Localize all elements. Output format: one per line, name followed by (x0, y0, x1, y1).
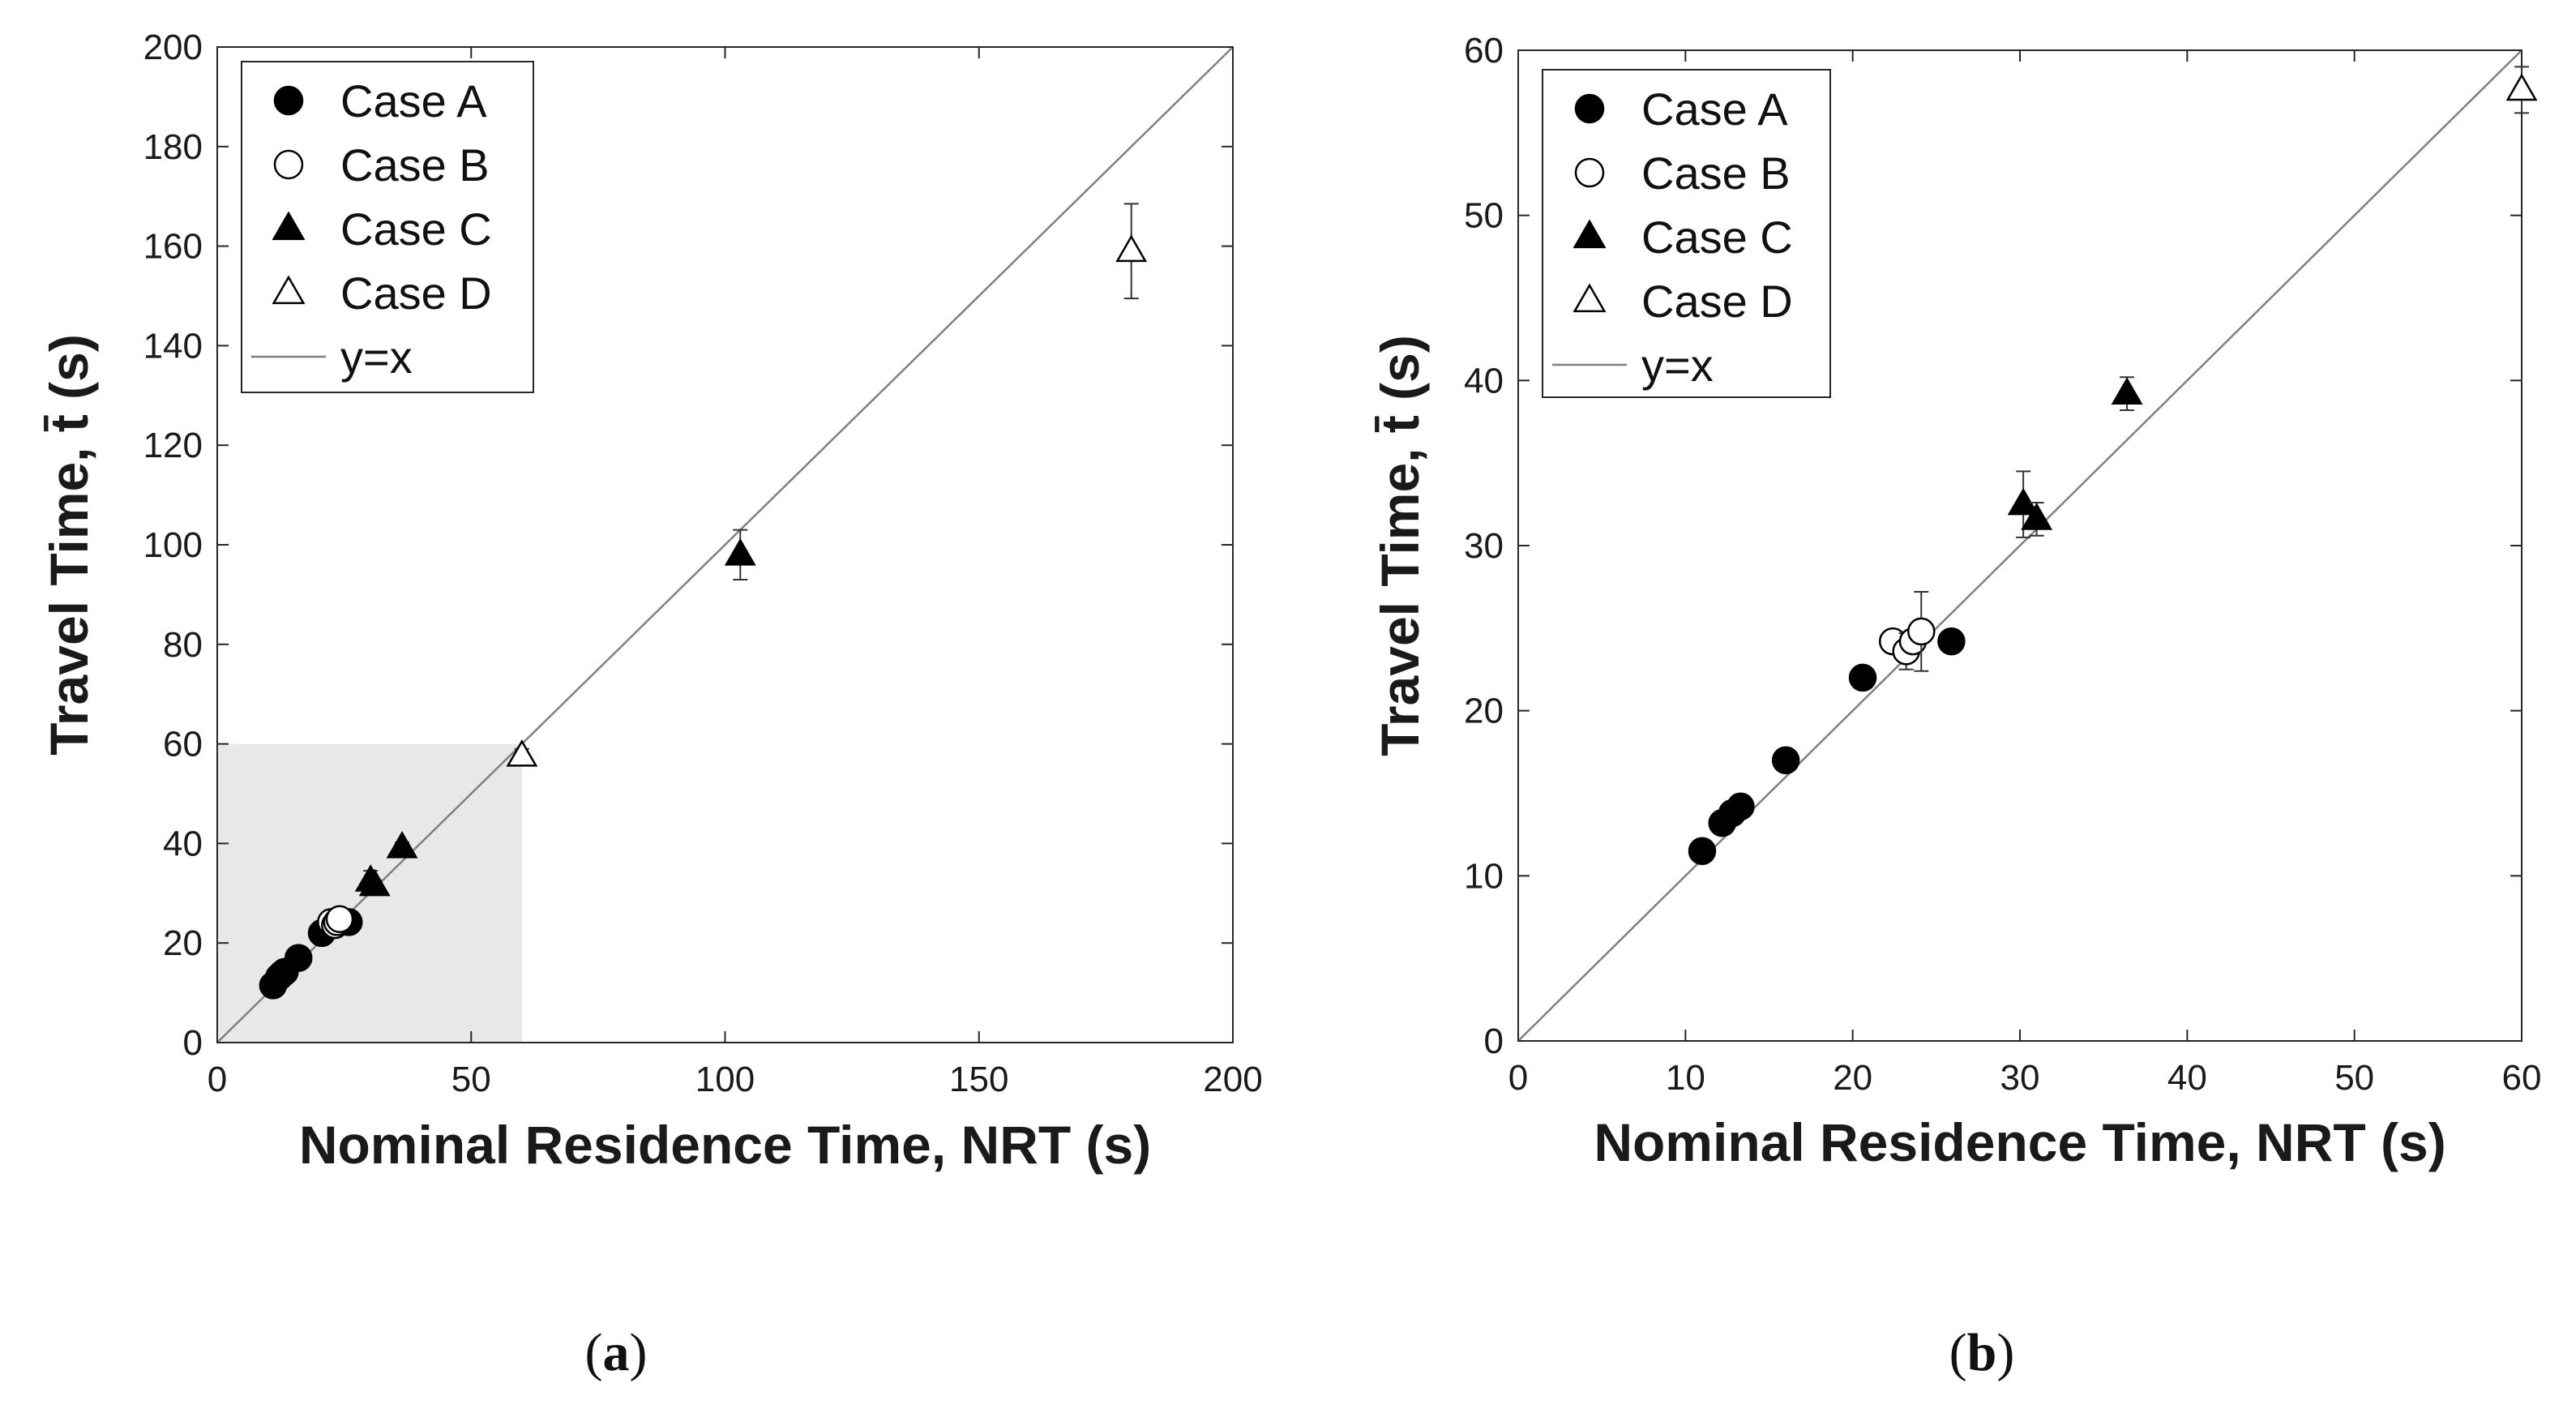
panel-a-series-case-a (259, 908, 363, 1000)
panel-b-data-point (1937, 627, 1966, 656)
panel-a-y-tick-label: 140 (143, 326, 203, 366)
panel-a-y-tick-label: 160 (143, 227, 203, 267)
panel-b-legend-marker (1574, 93, 1605, 124)
panel-a-legend-box (241, 61, 534, 393)
panel-b-data-point (1907, 617, 1936, 646)
panel-b-data-point (1688, 837, 1717, 866)
panel-a-series-case-c (354, 529, 756, 897)
panel-b-x-tick-label: 20 (1833, 1058, 1872, 1098)
panel-a-y-tick-label: 0 (183, 1023, 203, 1063)
panel-b-legend-label: y=x (1641, 340, 1714, 391)
panel-b-x-axis-label: Nominal Residence Time, NRT (s) (1594, 1112, 2445, 1172)
panel-b-series-case-c (2007, 376, 2143, 538)
panel-b-data-point (1771, 746, 1800, 775)
panel-a-reference-line (216, 46, 1234, 1043)
panel-b-x-tick-label: 0 (1508, 1058, 1528, 1098)
panel-b-data-point (2505, 73, 2538, 101)
panel-b-y-tick-label: 20 (1464, 692, 1504, 731)
panel-b-y-tick-label: 10 (1464, 856, 1504, 896)
panel-a-x-axis-label: Nominal Residence Time, NRT (s) (299, 1115, 1151, 1175)
panel-b-data-point (2111, 377, 2143, 405)
panel-b-x-tick-label: 50 (2334, 1058, 2374, 1098)
chart-panel-b: 0 10 20 30 40 50 60 0 10 20 30 40 50 60 Nominal Reside… (1370, 31, 2541, 1172)
panel-a-caption: (a) (585, 1323, 648, 1382)
panel-a-y-tick-label: 180 (143, 127, 203, 167)
panel-a-x-tick-label: 200 (1203, 1060, 1262, 1099)
panel-a-y-axis-label: Travel Time, t̄ (s) (39, 334, 99, 756)
panel-b-legend-marker (1573, 219, 1607, 249)
panel-b-y-tick-label: 50 (1464, 196, 1504, 236)
panel-a-legend-marker (273, 149, 304, 180)
panel-b-y-tick-label: 60 (1464, 31, 1504, 71)
panel-b-x-tick-label: 60 (2502, 1058, 2542, 1098)
panel-b-y-tick-label: 30 (1464, 526, 1504, 566)
panel-b-y-tick-label: 0 (1484, 1021, 1504, 1061)
panel-a-legend-marker (272, 275, 306, 305)
panel-a-legend-label: Case B (340, 139, 490, 191)
panel-b-legend-marker (1574, 157, 1605, 188)
panel-a-y-tick-label: 200 (143, 28, 203, 67)
panel-a-legend-label: Case C (340, 203, 492, 255)
panel-b-data-point (2021, 503, 2053, 530)
panel-a-legend-marker (273, 85, 304, 116)
panel-a-x-tick-label: 50 (451, 1060, 491, 1099)
panel-a-series-case-d (506, 203, 1148, 767)
panel-a-legend-marker (272, 211, 306, 241)
panel-a-y-tick-label: 100 (143, 525, 203, 565)
panel-a-y-tick-label: 20 (163, 923, 203, 963)
panel-b-series-case-d (2505, 66, 2538, 114)
panel-b-legend-label: Case C (1641, 212, 1793, 263)
panel-b-data-point (1727, 792, 1755, 821)
panel-a-legend: Case A Case B Case C Case D y=x (241, 61, 534, 393)
panel-a-y-tick-label: 40 (163, 824, 203, 863)
panel-b-legend-label: Case D (1641, 276, 1793, 327)
panel-a-y-tick-label: 80 (163, 625, 203, 665)
panel-a-data-point (506, 739, 538, 767)
panel-b-x-tick-label: 40 (2167, 1058, 2207, 1098)
panel-a-legend-label: Case A (340, 75, 487, 126)
panel-a-data-point (284, 944, 313, 972)
panel-b-legend: Case A Case B Case C Case D y=x (1542, 69, 1831, 398)
panel-a-data-point (724, 537, 756, 566)
panel-b-y-tick-label: 40 (1464, 361, 1504, 400)
panel-b-x-tick-label: 30 (2000, 1058, 2040, 1098)
panel-a-y-tick-label: 120 (143, 426, 203, 465)
panel-b-series-case-b (1878, 591, 1936, 672)
panel-a-x-tick-label: 0 (208, 1060, 227, 1099)
panel-b-x-tick-label: 10 (1666, 1058, 1705, 1098)
panel-b-legend-label: Case A (1641, 84, 1788, 135)
panel-b-y-axis-label: Travel Time, t̄ (s) (1370, 335, 1430, 756)
panel-b-legend-label: Case B (1641, 148, 1791, 199)
panel-a-y-tick-label: 60 (163, 725, 203, 764)
panel-b-reference-line (1517, 49, 2523, 1042)
panel-b-data-point (1848, 663, 1877, 692)
panel-a-x-tick-label: 150 (949, 1060, 1008, 1099)
panel-a-data-point (386, 830, 418, 859)
chart-panel-a: 0 50 100 150 200 0 20 40 60 80 100 120 140 160 180 200 N… (39, 28, 1263, 1175)
panel-a-data-point (325, 905, 354, 933)
panel-b-legend-marker (1573, 283, 1607, 313)
panel-b-caption: (b) (1949, 1323, 2015, 1382)
panel-a-data-point (1115, 234, 1148, 263)
panel-a-series-case-b (317, 905, 354, 940)
panel-a-x-tick-label: 100 (695, 1060, 755, 1099)
panel-a-legend-label: y=x (340, 332, 413, 383)
panel-a-legend-label: Case D (340, 268, 492, 319)
panel-a-data-point (358, 868, 391, 897)
panel-b-series-case-a (1688, 627, 1966, 866)
